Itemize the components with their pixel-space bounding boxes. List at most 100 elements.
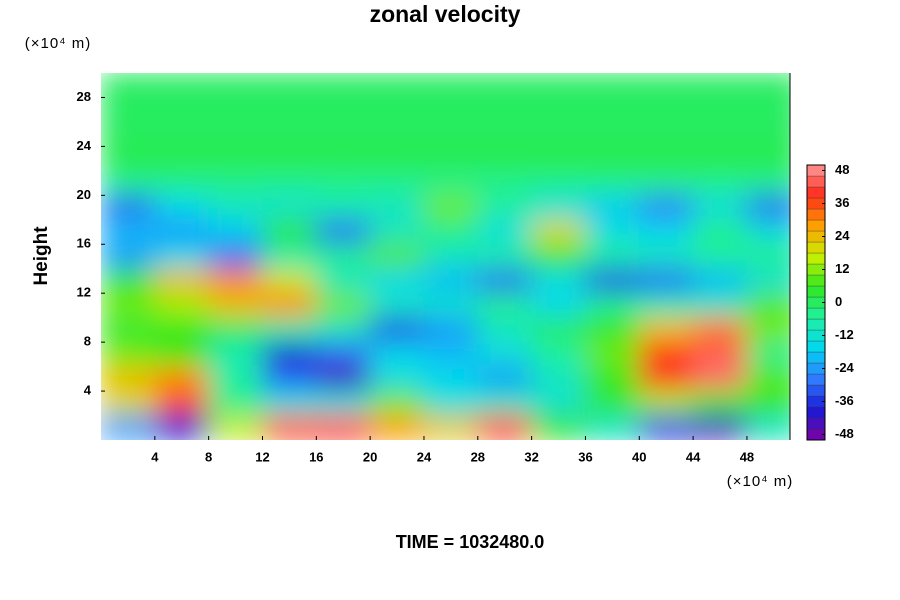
heatmap-cell bbox=[101, 145, 156, 172]
heatmap-cell bbox=[477, 194, 533, 221]
heatmap-cell bbox=[746, 170, 790, 196]
heatmap-cell bbox=[692, 73, 748, 98]
heatmap-cell bbox=[692, 366, 748, 392]
heatmap-cell bbox=[746, 194, 790, 221]
heatmap-cell bbox=[746, 415, 790, 440]
heatmap-cell bbox=[369, 219, 425, 245]
x-tick-label: 36 bbox=[578, 449, 592, 464]
heatmap-cell bbox=[746, 268, 790, 294]
heatmap-cell bbox=[208, 268, 263, 294]
heatmap-cell bbox=[584, 145, 640, 172]
heatmap-cell bbox=[638, 145, 694, 172]
heatmap-cell bbox=[477, 170, 533, 196]
heatmap-cell bbox=[638, 415, 694, 440]
heatmap-cell bbox=[477, 96, 533, 123]
colorbar-band bbox=[806, 318, 826, 331]
heatmap-cell bbox=[584, 170, 640, 196]
heatmap-cell bbox=[208, 194, 263, 221]
heatmap-cell bbox=[315, 170, 371, 196]
heatmap-cell bbox=[423, 341, 479, 368]
axes: 4 8 12 16 20 24 28 32 36 40 44 48481216202428-48-36… bbox=[77, 73, 855, 464]
x-tick-label: 40 bbox=[632, 449, 646, 464]
y-tick-label: 20 bbox=[77, 187, 91, 202]
heatmap-cell bbox=[315, 96, 371, 123]
heatmap-cell bbox=[261, 243, 317, 270]
heatmap-cell bbox=[692, 145, 748, 172]
y-tick-label: 12 bbox=[77, 285, 91, 300]
heatmap-cell bbox=[208, 292, 263, 319]
heatmap-cell bbox=[638, 170, 694, 196]
heatmap-cell bbox=[101, 415, 156, 440]
heatmap-cell bbox=[261, 341, 317, 368]
heatmap-cell bbox=[584, 390, 640, 417]
heatmap-cell bbox=[369, 243, 425, 270]
heatmap-cell bbox=[531, 317, 586, 343]
heatmap-cell bbox=[746, 292, 790, 319]
heatmap-cell bbox=[584, 121, 640, 147]
heatmap-cell bbox=[638, 390, 694, 417]
heatmap-cell bbox=[746, 366, 790, 392]
heatmap bbox=[101, 73, 790, 440]
heatmap-cell bbox=[423, 121, 479, 147]
heatmap-cell bbox=[477, 243, 533, 270]
heatmap-cell bbox=[531, 341, 586, 368]
heatmap-cell bbox=[531, 268, 586, 294]
colorbar-tick-label: -36 bbox=[835, 393, 854, 408]
heatmap-cell bbox=[531, 170, 586, 196]
heatmap-cell bbox=[584, 268, 640, 294]
heatmap-cell bbox=[423, 292, 479, 319]
heatmap-cell bbox=[369, 268, 425, 294]
heatmap-cell bbox=[692, 292, 748, 319]
heatmap-cell bbox=[208, 219, 263, 245]
colorbar-band bbox=[806, 285, 826, 298]
heatmap-cell bbox=[154, 341, 210, 368]
heatmap-cell bbox=[154, 145, 210, 172]
heatmap-cell bbox=[692, 341, 748, 368]
heatmap-cell bbox=[423, 415, 479, 440]
heatmap-cell bbox=[423, 96, 479, 123]
heatmap-cell bbox=[692, 194, 748, 221]
heatmap-cell bbox=[692, 268, 748, 294]
heatmap-cell bbox=[584, 341, 640, 368]
heatmap-cell bbox=[477, 292, 533, 319]
heatmap-cell bbox=[261, 194, 317, 221]
colorbar-tick-label: -12 bbox=[835, 327, 854, 342]
heatmap-cell bbox=[315, 219, 371, 245]
heatmap-cell bbox=[101, 366, 156, 392]
heatmap-cell bbox=[477, 268, 533, 294]
heatmap-cell bbox=[477, 121, 533, 147]
heatmap-cell bbox=[315, 268, 371, 294]
heatmap-cell bbox=[208, 73, 263, 98]
heatmap-cell bbox=[208, 317, 263, 343]
heatmap-cell bbox=[261, 366, 317, 392]
heatmap-cell bbox=[261, 317, 317, 343]
heatmap-cell bbox=[423, 170, 479, 196]
heatmap-cell bbox=[423, 268, 479, 294]
heatmap-cell bbox=[315, 366, 371, 392]
y-tick-label: 4 bbox=[84, 383, 92, 398]
colorbar-tick-label: -24 bbox=[835, 360, 855, 375]
heatmap-cell bbox=[531, 390, 586, 417]
heatmap-cell bbox=[154, 243, 210, 270]
heatmap-cell bbox=[208, 96, 263, 123]
colorbar-band bbox=[806, 384, 826, 397]
colorbar-band bbox=[806, 274, 826, 287]
heatmap-cell bbox=[423, 243, 479, 270]
heatmap-cell bbox=[101, 219, 156, 245]
heatmap-cell bbox=[692, 96, 748, 123]
heatmap-cell bbox=[531, 219, 586, 245]
heatmap-cell bbox=[101, 317, 156, 343]
colorbar-tick-label: -48 bbox=[835, 426, 854, 441]
heatmap-cell bbox=[423, 73, 479, 98]
heatmap-cell bbox=[208, 341, 263, 368]
colorbar-band bbox=[806, 307, 826, 320]
heatmap-cell bbox=[315, 73, 371, 98]
x-tick-label: 24 bbox=[417, 449, 432, 464]
heatmap-cell bbox=[154, 194, 210, 221]
x-tick-label: 20 bbox=[363, 449, 377, 464]
heatmap-cell bbox=[369, 170, 425, 196]
heatmap-cell bbox=[154, 390, 210, 417]
heatmap-cell bbox=[208, 390, 263, 417]
heatmap-cell bbox=[369, 390, 425, 417]
heatmap-cell bbox=[369, 96, 425, 123]
